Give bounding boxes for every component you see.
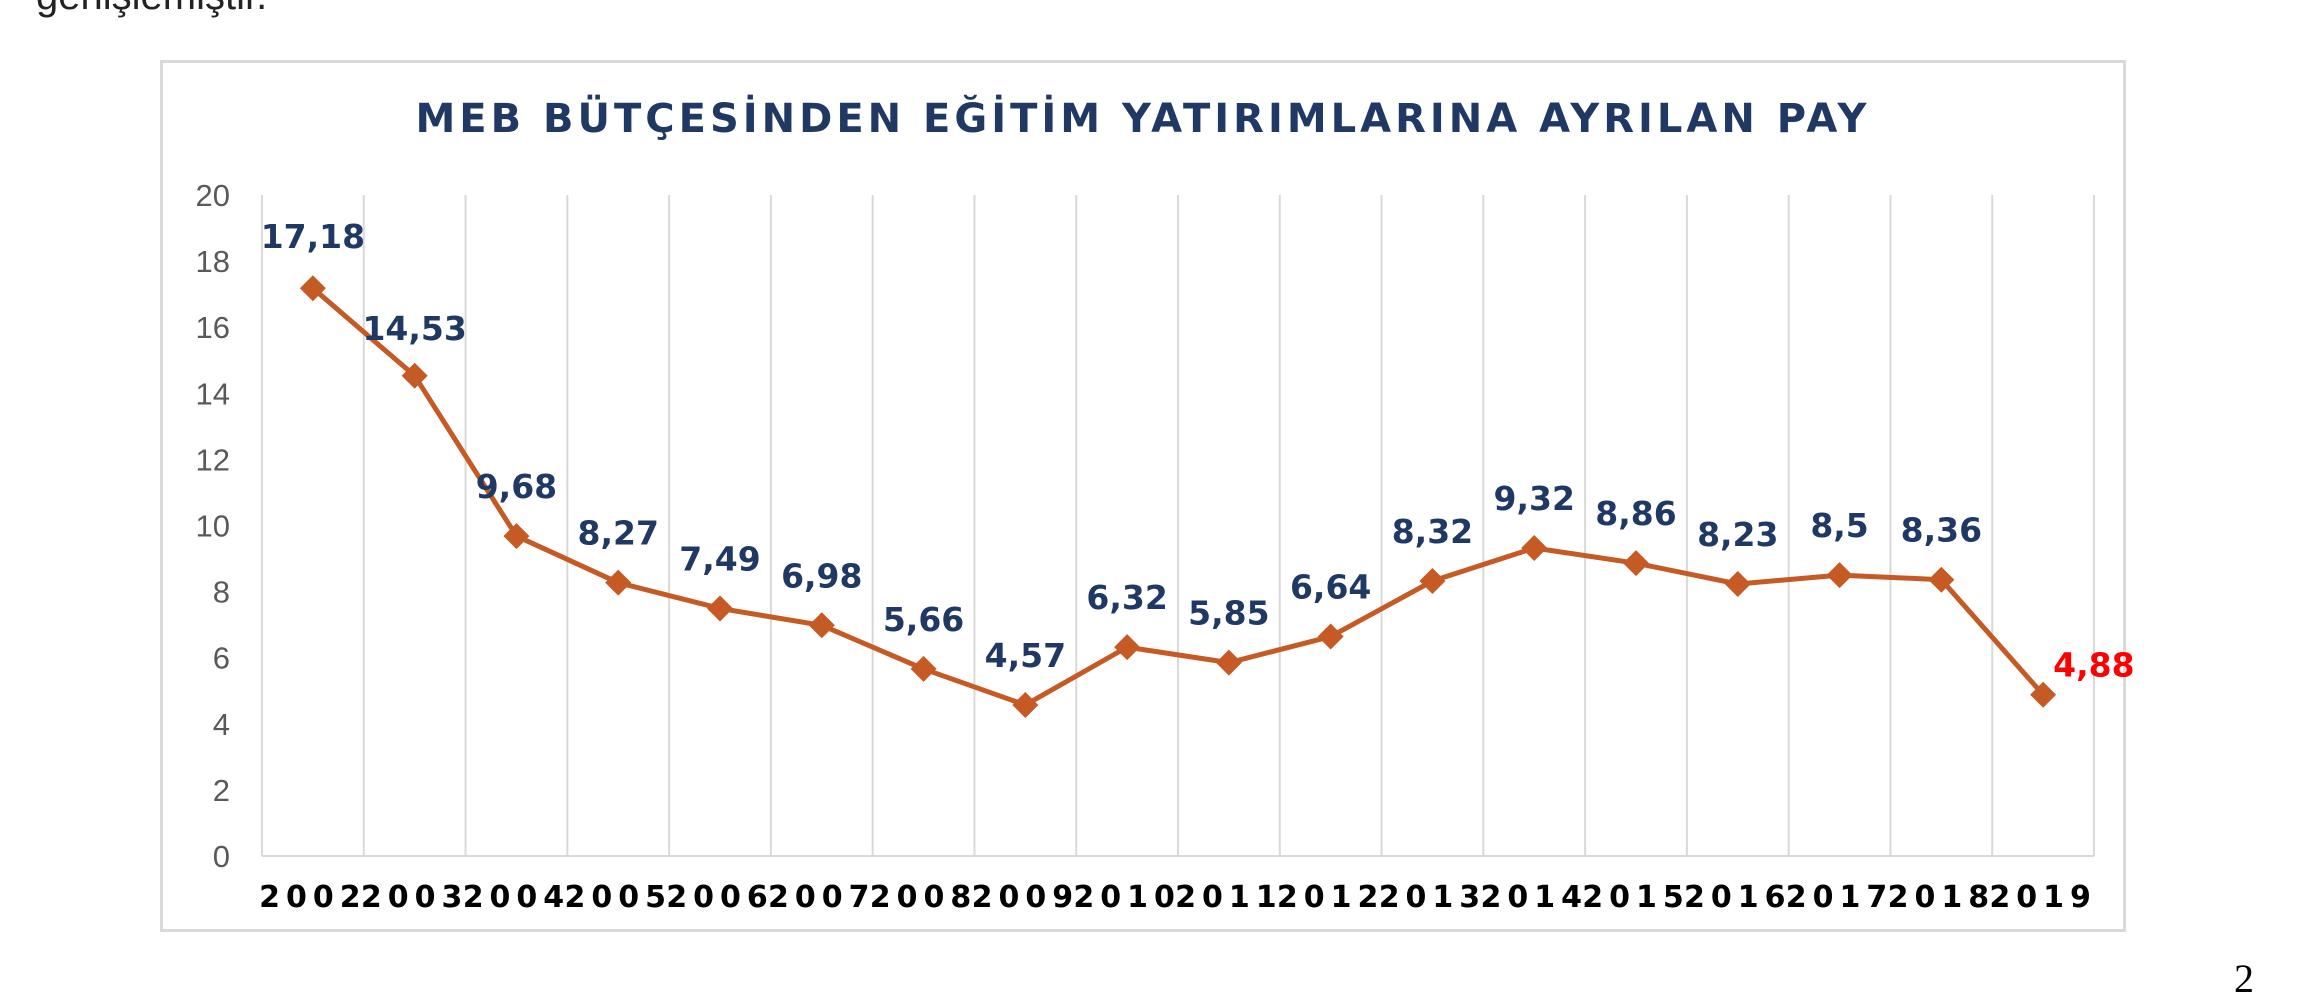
data-point-marker: [1317, 623, 1344, 650]
y-tick-label: 14: [196, 376, 230, 411]
x-tick-label: 2014: [1480, 880, 1588, 915]
data-label: 6,98: [781, 556, 862, 595]
y-tick-label: 12: [196, 442, 230, 477]
chart-title: MEB BÜTÇESİNDEN EĞİTİM YATIRIMLARINA AYR…: [415, 96, 1871, 142]
y-tick-label: 20: [196, 178, 230, 213]
y-tick-label: 6: [213, 641, 230, 676]
x-tick-label: 2018: [1888, 880, 1996, 915]
data-label: 9,68: [476, 467, 557, 506]
data-point-marker: [1928, 566, 1955, 593]
x-tick-label: 2010: [1073, 880, 1181, 915]
x-tick-label: 2011: [1175, 880, 1283, 915]
x-tick-label: 2004: [463, 880, 571, 915]
data-label: 8,27: [578, 514, 659, 553]
series-line: [311, 286, 2045, 708]
x-tick-label: 2009: [972, 880, 1080, 915]
y-tick-label: 8: [213, 575, 230, 610]
x-tick-label: 2002: [259, 880, 367, 915]
data-point-marker: [1521, 534, 1548, 561]
data-label: 8,32: [1392, 512, 1473, 551]
data-label: 14,53: [362, 309, 466, 348]
data-label: 4,57: [985, 636, 1066, 675]
data-point-marker: [1419, 568, 1446, 595]
data-point-marker: [1623, 550, 1649, 577]
data-point-marker: [2030, 681, 2057, 708]
data-label: 17,18: [261, 217, 365, 256]
data-label: 9,32: [1494, 479, 1575, 518]
data-label: 7,49: [679, 539, 760, 578]
x-tick-label: 2012: [1277, 880, 1385, 915]
y-tick-label: 18: [196, 244, 230, 279]
y-tick-label: 10: [196, 509, 230, 544]
x-tick-label: 2008: [870, 880, 978, 915]
data-label: 8,23: [1697, 515, 1778, 554]
x-tick-label: 2016: [1684, 880, 1792, 915]
data-point-marker: [401, 362, 428, 389]
y-tick-label: 16: [196, 310, 230, 345]
data-point-marker: [910, 655, 937, 682]
x-tick-label: 2013: [1379, 880, 1487, 915]
data-label: 4,88: [2053, 646, 2134, 685]
page-top-text: genişlemiştir.: [36, 0, 267, 19]
x-tick-label: 2005: [564, 880, 672, 915]
chart-frame: MEB BÜTÇESİNDEN EĞİTİM YATIRIMLARINA AYR…: [160, 60, 2126, 932]
y-tick-label: 2: [213, 773, 230, 808]
x-tick-label: 2006: [666, 880, 774, 915]
data-point-marker: [1826, 562, 1853, 589]
data-point-marker: [503, 523, 530, 550]
page-number: 2: [2234, 956, 2254, 1001]
y-tick-label: 4: [213, 707, 230, 742]
data-point-marker: [1215, 649, 1242, 676]
data-point-marker: [1012, 691, 1039, 718]
data-label: 6,32: [1086, 578, 1167, 617]
x-tick-label: 2007: [768, 880, 876, 915]
x-tick-label: 2015: [1582, 880, 1690, 915]
x-tick-label: 2019: [1989, 880, 2097, 915]
y-tick-label: 0: [213, 839, 230, 874]
data-label: 8,36: [1901, 511, 1982, 550]
data-point-marker: [1114, 634, 1141, 661]
x-tick-label: 2017: [1786, 880, 1894, 915]
data-label: 6,64: [1290, 568, 1371, 607]
data-label: 8,5: [1810, 506, 1868, 545]
data-label: 8,86: [1595, 494, 1676, 533]
data-point-marker: [299, 275, 326, 302]
data-label: 5,85: [1188, 594, 1269, 633]
data-point-marker: [1724, 570, 1751, 597]
data-point-marker: [605, 569, 632, 596]
data-point-marker: [707, 595, 733, 622]
x-tick-label: 2003: [361, 880, 469, 915]
data-label: 5,66: [883, 600, 964, 639]
data-point-marker: [808, 612, 835, 639]
